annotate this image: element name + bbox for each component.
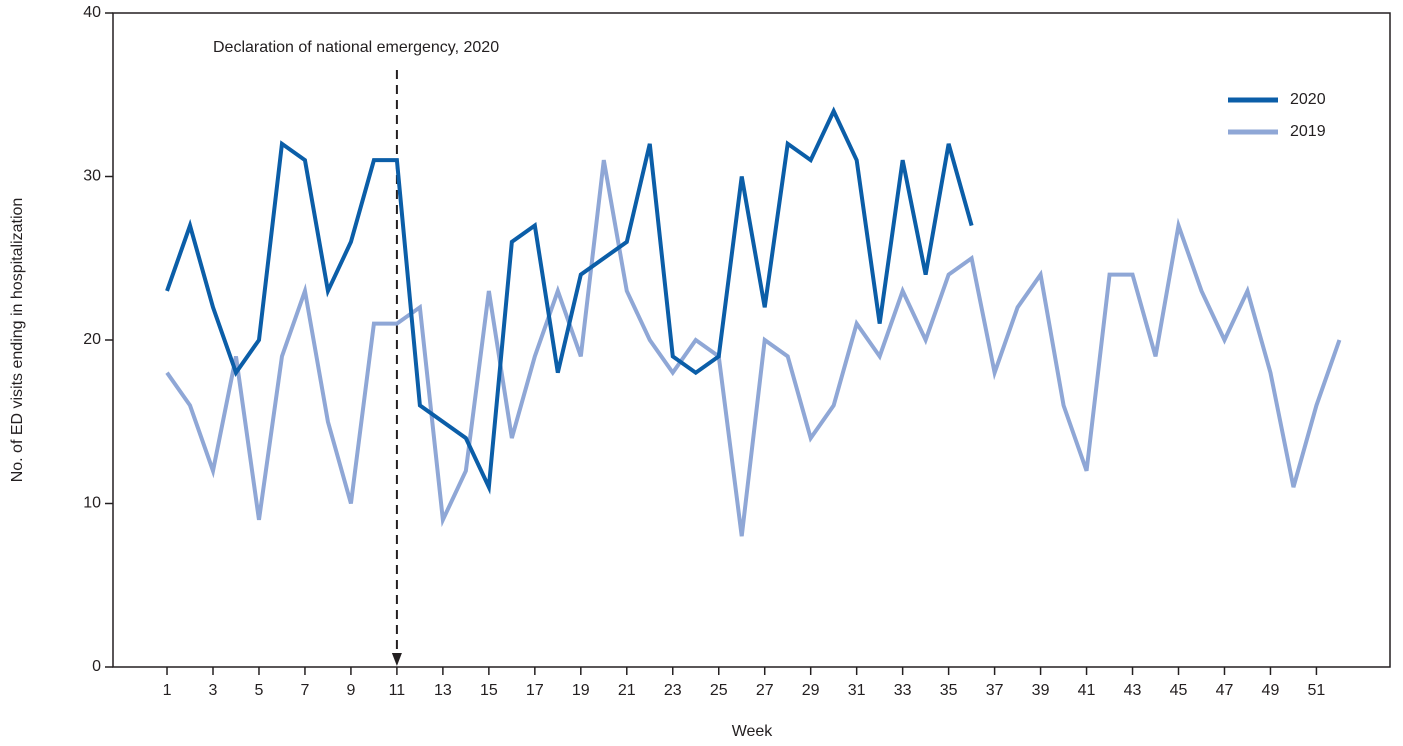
series-line	[165, 159, 1342, 537]
x-tick-label: 51	[1308, 682, 1326, 699]
y-tick-label: 30	[83, 168, 101, 185]
annotation-arrow	[391, 653, 402, 666]
x-tick-label: 3	[209, 682, 218, 699]
y-axis-label: No. of ED visits ending in hospitalizati…	[9, 198, 26, 483]
legend-label: 2019	[1290, 123, 1326, 140]
x-tick-label: 35	[940, 682, 958, 699]
x-tick-label: 47	[1216, 682, 1234, 699]
x-tick-label: 11	[389, 682, 406, 699]
y-tick-label: 10	[83, 495, 101, 512]
x-tick-label: 39	[1032, 682, 1050, 699]
y-tick-label: 0	[92, 658, 101, 675]
x-tick-label: 43	[1124, 682, 1142, 699]
x-tick-label: 45	[1170, 682, 1188, 699]
x-tick-label: 23	[664, 682, 682, 699]
y-tick-label: 40	[83, 4, 101, 21]
x-tick-label: 9	[346, 682, 355, 699]
x-tick-label: 13	[434, 682, 452, 699]
x-tick-label: 21	[618, 682, 636, 699]
series-line	[165, 106, 974, 495]
x-tick-label: 29	[802, 682, 820, 699]
x-tick-label: 33	[894, 682, 912, 699]
x-tick-label: 15	[480, 682, 498, 699]
x-tick-label: 31	[848, 682, 866, 699]
y-tick-label: 20	[83, 331, 101, 348]
x-tick-label: 17	[526, 682, 544, 699]
x-tick-label: 7	[300, 682, 309, 699]
x-tick-label: 5	[255, 682, 264, 699]
x-tick-label: 27	[756, 682, 774, 699]
plot-frame	[112, 12, 1391, 668]
legend-label: 2020	[1290, 91, 1326, 108]
x-tick-label: 41	[1078, 682, 1096, 699]
x-tick-label: 25	[710, 682, 728, 699]
x-tick-label: 19	[572, 682, 590, 699]
x-tick-label: 37	[986, 682, 1004, 699]
annotation-text: Declaration of national emergency, 2020	[213, 39, 499, 56]
x-axis-label: Week	[732, 723, 774, 740]
x-tick-label: 1	[163, 682, 172, 699]
x-tick-label: 49	[1262, 682, 1280, 699]
